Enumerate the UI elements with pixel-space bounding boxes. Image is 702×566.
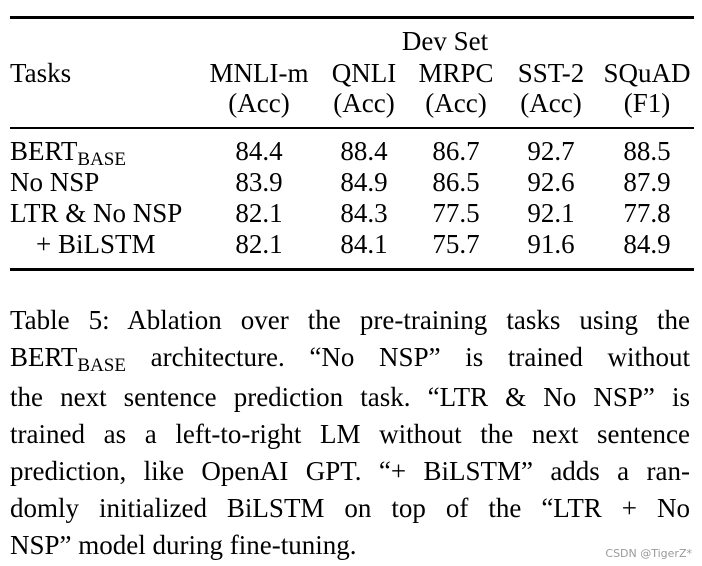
table-cell: 84.3 xyxy=(340,198,388,228)
col-metric-mnli: (Acc) xyxy=(228,88,290,118)
table-cell: 88.4 xyxy=(340,136,388,166)
caption-line: NSP” model during fine-tuning. xyxy=(10,530,357,560)
table-cell: 84.1 xyxy=(340,229,388,259)
col-header-squad: SQuAD xyxy=(603,58,691,88)
caption-line: Table 5: Ablation over the pre-training … xyxy=(10,305,690,335)
row-task-label: BERTBASE xyxy=(10,136,126,170)
col-header-mnli: MNLI-m xyxy=(209,58,309,88)
table-cell: 83.9 xyxy=(235,167,283,197)
bottom-rule xyxy=(10,268,694,271)
table-cell: 87.9 xyxy=(623,167,671,197)
caption-line: prediction, like OpenAI GPT. “+ BiLSTM” … xyxy=(10,456,690,486)
table-cell: 88.5 xyxy=(623,136,671,166)
top-rule xyxy=(10,16,694,19)
caption-line: the next sentence prediction task. “LTR … xyxy=(10,382,690,412)
col-metric-sst2: (Acc) xyxy=(520,88,582,118)
table-cell: 75.7 xyxy=(432,229,480,259)
table-cell: 92.7 xyxy=(527,136,575,166)
table-cell: 84.9 xyxy=(623,229,671,259)
table-cell: 77.8 xyxy=(623,198,671,228)
col-header-mrpc: MRPC xyxy=(418,58,494,88)
col-metric-mrpc: (Acc) xyxy=(425,88,487,118)
table-cell: 82.1 xyxy=(235,229,283,259)
table-cell: 91.6 xyxy=(527,229,575,259)
tasks-header: Tasks xyxy=(10,58,72,88)
table-cell: 86.7 xyxy=(432,136,480,166)
table-cell: 82.1 xyxy=(235,198,283,228)
col-header-qnli: QNLI xyxy=(331,58,397,88)
col-header-sst2: SST-2 xyxy=(517,58,585,88)
table-cell: 84.4 xyxy=(235,136,283,166)
header-rule xyxy=(10,127,694,129)
table-caption: Table 5: Ablation over the pre-training … xyxy=(10,302,690,564)
caption-line: BERTBASE architecture. “No NSP” is train… xyxy=(10,342,690,376)
table-cell: 77.5 xyxy=(432,198,480,228)
watermark: CSDN @TigerZ* xyxy=(605,547,692,560)
table-cell: 92.1 xyxy=(527,198,575,228)
caption-line: domly initialized BiLSTM on top of the “… xyxy=(10,493,690,523)
table-cell: 84.9 xyxy=(340,167,388,197)
row-task-label: + BiLSTM xyxy=(36,229,156,259)
dev-set-header: Dev Set xyxy=(401,26,489,56)
row-task-label: LTR & No NSP xyxy=(10,198,183,228)
col-metric-qnli: (Acc) xyxy=(333,88,395,118)
table-cell: 86.5 xyxy=(432,167,480,197)
caption-line: trained as a left-to-right LM without th… xyxy=(10,419,690,449)
col-metric-squad: (F1) xyxy=(623,88,671,118)
table-cell: 92.6 xyxy=(527,167,575,197)
row-task-label: No NSP xyxy=(10,167,100,197)
